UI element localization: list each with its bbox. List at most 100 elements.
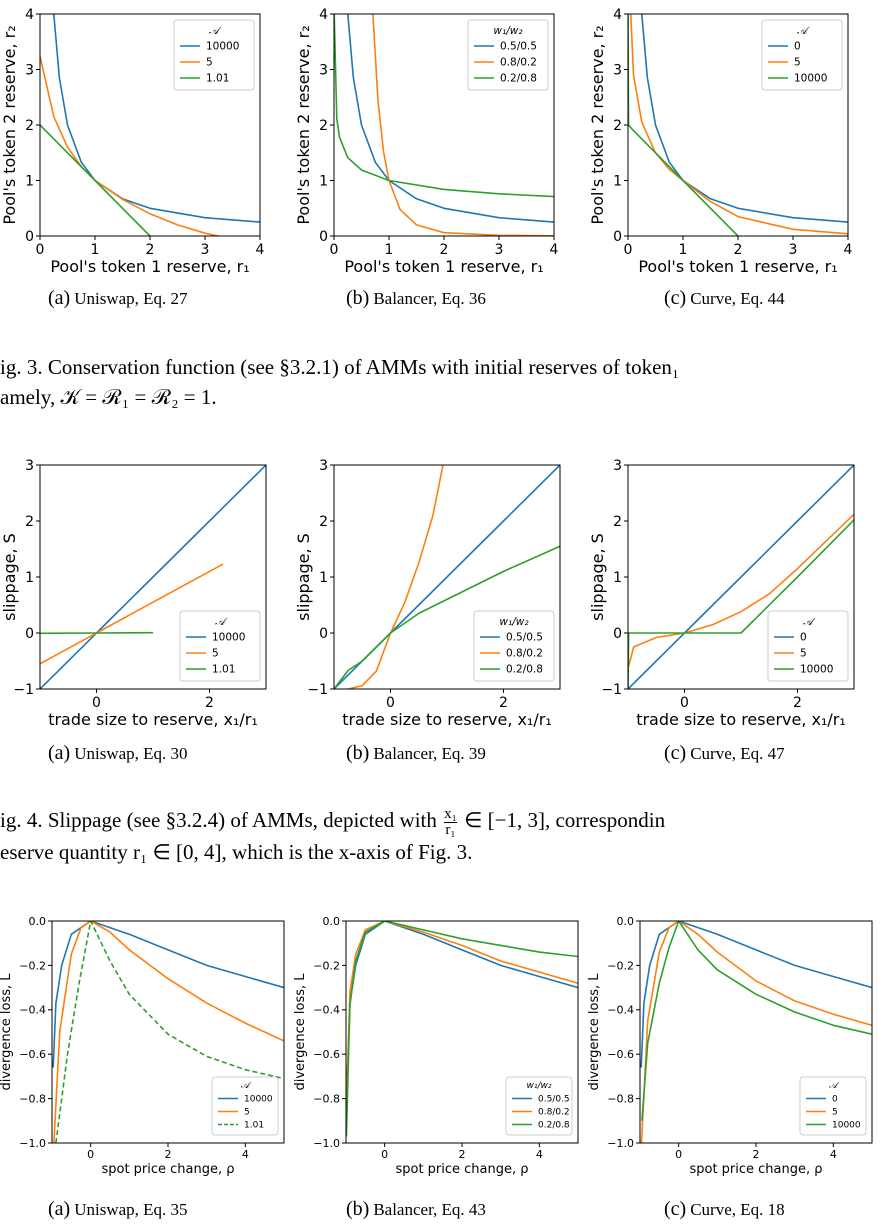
legend-box <box>211 1076 279 1136</box>
y-tick-label: 1 <box>319 570 328 586</box>
legend-box <box>767 610 849 682</box>
x-tick-label: 2 <box>165 1148 172 1161</box>
legend-entry: 5 <box>206 57 213 69</box>
x-axis-label: Pool's token 1 reserve, r₁ <box>50 257 249 276</box>
legend-entry: 0.8/0.2 <box>538 1108 570 1118</box>
legend-entry: 0.2/0.8 <box>538 1121 570 1131</box>
series-line-2 <box>40 56 219 236</box>
x-tick-label: 0 <box>87 1148 94 1161</box>
legend-entry: 10000 <box>212 632 245 644</box>
y-tick-label: −0.6 <box>19 1048 46 1061</box>
x-tick-label: 1 <box>385 242 394 258</box>
series-group <box>334 465 560 689</box>
y-tick-label: −0.4 <box>19 1004 46 1017</box>
y-tick-label: 0.0 <box>323 915 341 928</box>
y-tick-label: 0 <box>613 229 622 245</box>
series-line-2 <box>53 921 284 1143</box>
y-tick-label: 3 <box>25 62 34 78</box>
series-line-3 <box>346 921 578 1137</box>
legend-entry: 0 <box>794 41 801 53</box>
y-tick-label: 0 <box>319 229 328 245</box>
series-line-3 <box>40 631 154 635</box>
series-group <box>346 921 578 1137</box>
x-tick-label: 2 <box>459 1148 466 1161</box>
y-axis-label: divergence loss, L <box>294 973 308 1091</box>
legend: 𝒜 10000 5 1.01 <box>211 1076 279 1136</box>
legend: w₁/w₂ 0.5/0.5 0.8/0.2 0.2/0.8 <box>467 19 549 91</box>
x-axis-label: Pool's token 1 reserve, r₁ <box>638 257 837 276</box>
series-group <box>640 921 872 1143</box>
y-tick-label: −0.2 <box>19 959 46 972</box>
series-line-1 <box>628 465 854 689</box>
legend-entry: 10000 <box>794 73 827 85</box>
y-tick-label: −0.2 <box>607 959 634 972</box>
y-tick-label: 3 <box>25 458 34 474</box>
y-tick-label: 0.0 <box>29 915 47 928</box>
y-tick-label: 2 <box>613 514 622 530</box>
x-axis-label: spot price change, ρ <box>395 1162 528 1177</box>
figure-3-caption: ig. 3. Conservation function (see §3.2.1… <box>0 355 680 409</box>
x-tick-label: 4 <box>256 242 265 258</box>
y-tick-label: 3 <box>319 458 328 474</box>
legend-box <box>505 1076 573 1136</box>
chart-uniswap-divergence: 0 2 4 −1.0 −0.8 −0.6 −0.4 −0.2 0.0 spot price cha… <box>0 915 285 1177</box>
y-tick-label: −0.8 <box>19 1092 46 1105</box>
series-group <box>52 921 284 1143</box>
legend-entry: 0.2/0.8 <box>506 664 543 676</box>
chart-balancer-slippage: 0 2 −1 0 1 2 3 trade size to reserve, x₁/r₁ slip… <box>294 458 561 729</box>
legend: 𝒜 0 5 10000 <box>799 1076 867 1136</box>
chart-uniswap-slippage: 0 2 −1 0 1 2 3 trade size to reserve, x₁/r₁ slip… <box>0 458 267 729</box>
subcaption-1c: (c) Curve, Eq. 44 <box>664 287 785 309</box>
y-tick-label: 0 <box>25 229 34 245</box>
chart-uniswap-conservation: 0 1 2 3 4 0 1 2 3 4 Pool's token 1 reserve, r₁ Pool… <box>0 7 265 276</box>
x-tick-label: 2 <box>146 242 155 258</box>
x-tick-label: 3 <box>495 242 504 258</box>
legend-entry: 5 <box>794 57 801 69</box>
x-tick-label: 0 <box>680 695 689 711</box>
legend-entry: 1.01 <box>206 73 229 85</box>
legend-box <box>467 19 549 91</box>
x-axis-label: spot price change, ρ <box>689 1162 822 1177</box>
subcaption-1a: (a) Uniswap, Eq. 27 <box>48 287 188 309</box>
x-tick-label: 2 <box>753 1148 760 1161</box>
subcaption-2c: (c) Curve, Eq. 47 <box>664 742 785 764</box>
legend-entry: 10000 <box>244 1095 273 1105</box>
y-tick-label: 2 <box>319 514 328 530</box>
y-tick-label: 2 <box>25 118 34 134</box>
y-tick-label: 0 <box>319 626 328 642</box>
y-tick-label: 0.0 <box>617 915 635 928</box>
y-axis-label: Pool's token 2 reserve, r₂ <box>294 25 313 224</box>
series-line-3 <box>641 921 872 1121</box>
series-line-2 <box>346 921 578 1110</box>
series-line-2 <box>628 513 854 667</box>
series-line-1 <box>40 465 266 689</box>
y-tick-label: 2 <box>25 514 34 530</box>
legend-box <box>799 1076 867 1136</box>
legend-title: 𝒜 <box>829 1081 840 1091</box>
legend-entry: 5 <box>832 1108 838 1118</box>
legend-box <box>761 19 843 91</box>
y-tick-label: 1 <box>613 173 622 189</box>
y-tick-label: 4 <box>25 7 34 23</box>
series-line-2 <box>630 14 848 235</box>
series-line-3 <box>334 545 560 689</box>
legend-entry: 5 <box>800 648 807 660</box>
x-tick-label: 4 <box>242 1148 249 1161</box>
x-tick-label: 2 <box>734 242 743 258</box>
legend: w₁/w₂ 0.5/0.5 0.8/0.2 0.2/0.8 <box>505 1076 573 1136</box>
chart-curve-divergence: 0 2 4 −1.0 −0.8 −0.6 −0.4 −0.2 0.0 spot price cha… <box>588 915 873 1177</box>
x-tick-label: 4 <box>536 1148 543 1161</box>
y-tick-label: 2 <box>319 118 328 134</box>
legend: 𝒜 10000 5 1.01 <box>173 19 255 91</box>
y-tick-label: −0.8 <box>607 1092 634 1105</box>
y-tick-label: 2 <box>613 118 622 134</box>
series-line-3 <box>40 124 151 236</box>
legend-box <box>173 19 255 91</box>
y-axis-label: slippage, S <box>0 533 19 621</box>
subcaption-2b: (b) Balancer, Eq. 39 <box>346 742 486 764</box>
y-tick-label: −1.0 <box>19 1137 46 1150</box>
y-tick-label: 1 <box>613 570 622 586</box>
legend-entry: 5 <box>212 648 219 660</box>
y-tick-label: −0.8 <box>313 1092 340 1105</box>
y-tick-label: 1 <box>319 173 328 189</box>
